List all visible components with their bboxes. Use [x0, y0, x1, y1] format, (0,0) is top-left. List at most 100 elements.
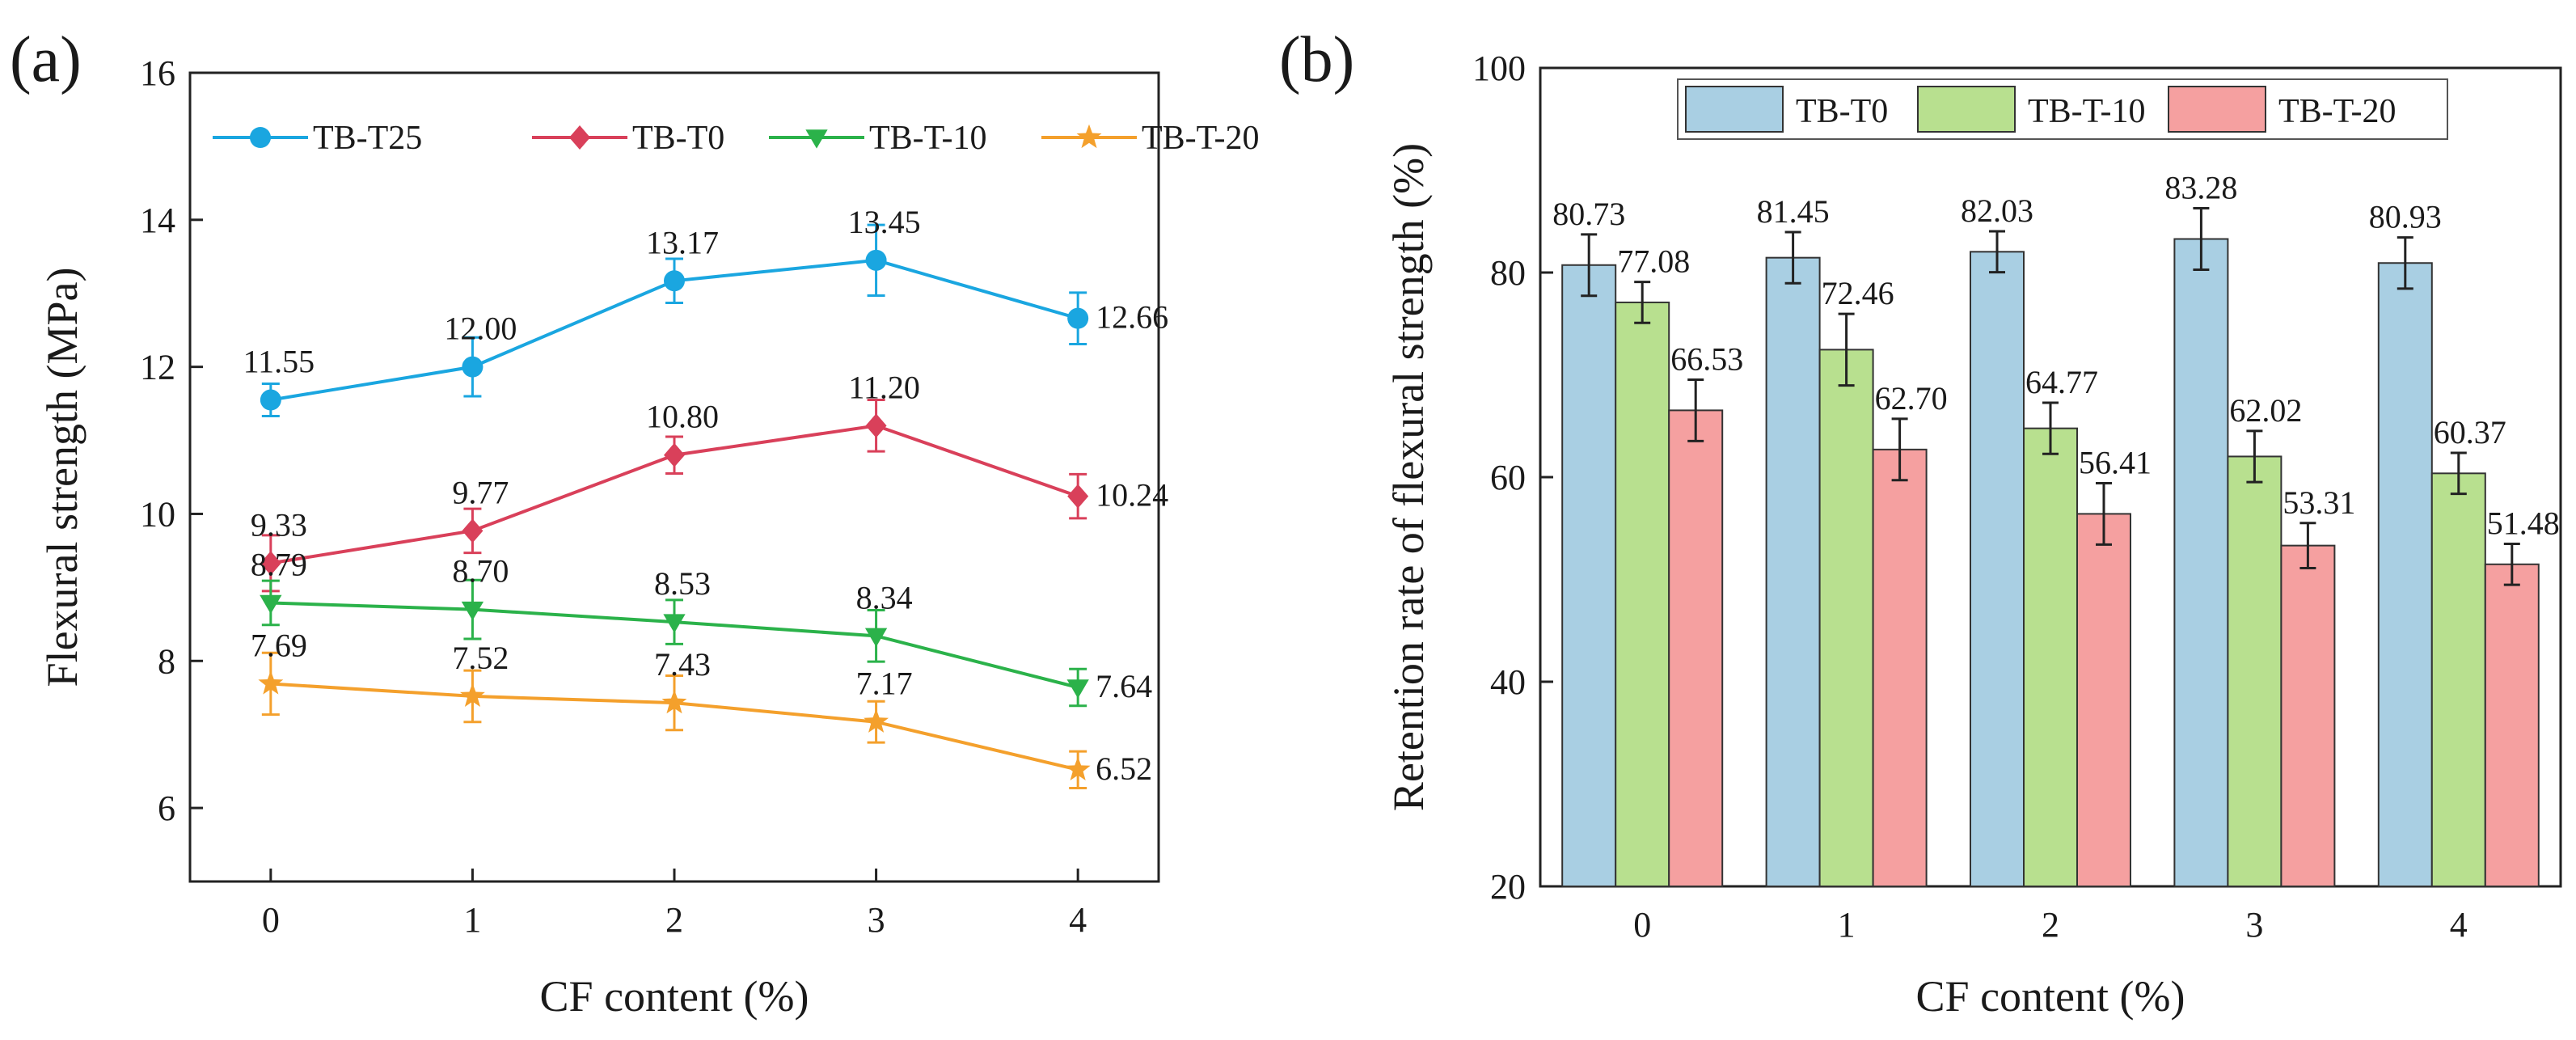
data-label: 11.20 — [848, 369, 920, 405]
data-label: 62.70 — [1875, 380, 1948, 416]
bar — [1668, 409, 1724, 887]
data-point — [1067, 307, 1089, 329]
error-bar — [1989, 230, 2005, 274]
panel-a-ylabel: Flexural strength (MPa) — [38, 268, 87, 687]
y-tick-label: 14 — [140, 201, 175, 240]
legend-swatch — [1685, 86, 1784, 133]
data-label: 7.52 — [452, 640, 509, 676]
data-point — [664, 442, 685, 467]
data-point — [1067, 484, 1089, 509]
data-label: 7.43 — [654, 646, 711, 683]
data-label: 6.52 — [1096, 750, 1152, 787]
data-label: 8.53 — [654, 565, 711, 602]
panel-b-legend: TB-T0 TB-T-10 TB-T-20 — [1677, 78, 2448, 140]
data-label: 8.79 — [251, 546, 307, 582]
legend-marker — [569, 125, 590, 150]
x-tick-label: 1 — [1838, 905, 1856, 945]
bar — [2076, 513, 2131, 887]
x-tick-label: 1 — [463, 900, 481, 940]
panel-b-label: (b) — [1279, 24, 1354, 95]
series-TB-T0: 9.33 9.77 10.80 11.20 10.24 — [251, 369, 1168, 593]
data-label: 7.17 — [856, 666, 913, 702]
data-point — [461, 601, 484, 621]
panel-a-x-axis: 0 1 2 3 4 — [262, 869, 1087, 940]
bar — [1615, 301, 1670, 887]
y-tick-label: 20 — [1490, 867, 1526, 907]
data-point — [864, 628, 888, 648]
data-label: 9.77 — [452, 474, 509, 510]
x-tick-label: 0 — [1633, 905, 1651, 945]
data-point — [459, 683, 485, 708]
data-label: 11.55 — [243, 344, 315, 380]
data-point — [661, 689, 687, 714]
x-tick-label: 2 — [2042, 905, 2059, 945]
x-tick-label: 4 — [2450, 905, 2468, 945]
data-label: 12.00 — [444, 311, 517, 347]
error-bar — [1687, 378, 1704, 442]
series-TB-T-20: 66.53 62.70 56.41 53.31 51.48 — [1668, 340, 2560, 887]
bar — [1818, 349, 1874, 888]
data-point — [1066, 679, 1089, 699]
y-tick-label: 80 — [1490, 253, 1526, 293]
y-tick-label: 16 — [140, 53, 175, 93]
data-label: 53.31 — [2283, 484, 2355, 521]
data-label: 60.37 — [2434, 414, 2506, 450]
data-label: 83.28 — [2164, 170, 2237, 206]
data-point — [663, 614, 686, 633]
bar — [2484, 563, 2540, 887]
panel-b-bar-chart: (b) 20 40 60 80 100 0 1 2 3 4 80.73 81.45 82.03 83.… — [1279, 24, 2562, 1021]
error-bar — [2096, 481, 2112, 546]
data-label: 8.34 — [856, 579, 913, 615]
legend-frame — [1677, 78, 2448, 140]
legend-marker — [250, 127, 271, 148]
data-label: 72.46 — [1822, 275, 1894, 311]
series-TB-T-20: 7.69 7.52 7.43 7.17 6.52 — [251, 627, 1152, 790]
panel-b-series-group: 80.73 81.45 82.03 83.28 80.93 77.08 72.46 64.77… — [1552, 170, 2560, 888]
panel-a-y-axis: 6 8 10 12 14 16 — [140, 53, 203, 828]
legend-label: TB-T0 — [1796, 93, 1888, 130]
x-tick-label: 4 — [1069, 900, 1087, 940]
error-bar — [1891, 417, 1908, 482]
data-label: 13.45 — [848, 204, 921, 240]
legend-label: TB-T25 — [313, 120, 422, 157]
x-tick-label: 3 — [868, 900, 885, 940]
error-bar — [2503, 542, 2520, 586]
bar — [2023, 427, 2078, 887]
y-tick-label: 12 — [140, 348, 175, 387]
legend-label: TB-T-10 — [2028, 93, 2145, 130]
legend-label: TB-T-20 — [1142, 120, 1259, 157]
legend-marker — [1076, 124, 1102, 149]
x-tick-label: 2 — [665, 900, 683, 940]
data-label: 13.17 — [646, 224, 719, 260]
y-tick-label: 6 — [158, 788, 175, 828]
data-point — [864, 708, 889, 733]
bar — [1765, 256, 1821, 888]
data-label: 8.70 — [452, 553, 509, 590]
data-point — [865, 249, 887, 271]
error-bar — [2042, 401, 2059, 455]
data-point — [260, 389, 281, 411]
data-point — [258, 670, 284, 695]
data-label: 7.69 — [251, 627, 307, 663]
legend-swatch — [1917, 86, 2016, 133]
x-tick-label: 0 — [262, 900, 280, 940]
series-TB-T25: 11.55 12.00 13.17 13.45 12.66 — [243, 204, 1168, 418]
data-label: 10.80 — [646, 399, 719, 435]
error-bar — [2193, 207, 2210, 271]
data-point — [664, 270, 685, 292]
error-bar — [2450, 451, 2467, 496]
panel-b-ylabel: Retention rate of flexural strength (%) — [1384, 143, 1433, 811]
data-label: 7.64 — [1096, 668, 1152, 704]
data-label: 77.08 — [1617, 243, 1690, 280]
error-bar — [1634, 281, 1651, 324]
error-bar — [2397, 236, 2413, 290]
panel-b-xlabel: CF content (%) — [1916, 972, 2185, 1021]
data-label: 12.66 — [1096, 299, 1168, 336]
error-bar — [2246, 429, 2263, 484]
series-TB-T-10: 8.79 8.70 8.53 8.34 7.64 — [251, 546, 1152, 708]
bar — [2173, 238, 2229, 887]
panel-b-y-axis: 20 40 60 80 100 — [1472, 49, 1553, 907]
data-label: 81.45 — [1757, 193, 1830, 230]
data-label: 9.33 — [251, 506, 307, 543]
